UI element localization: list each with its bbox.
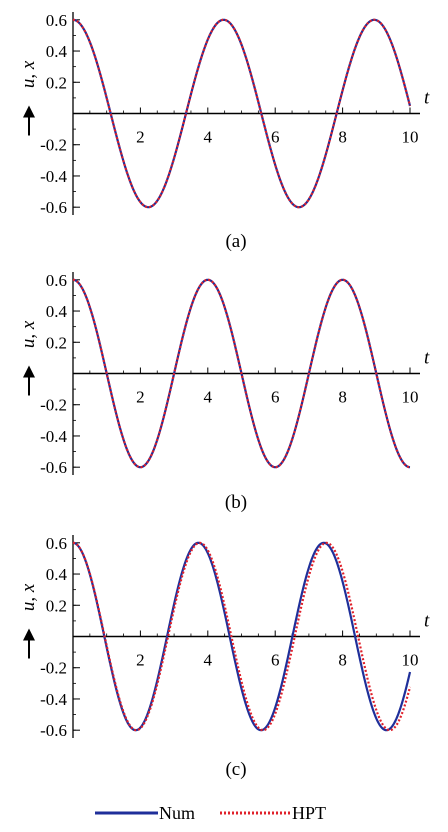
x-tick-label: 6 [271,128,280,147]
y-tick-label: 0.6 [46,11,67,30]
y-tick-label: -0.4 [40,690,67,709]
x-tick-label: 8 [338,388,347,407]
x-tick-label: 2 [136,388,145,407]
x-tick-label: 4 [204,128,213,147]
y-tick-label: 0.6 [46,271,67,290]
x-tick-label: 10 [402,388,419,407]
panel-label: (a) [225,231,246,252]
y-axis-label: u, x [18,583,39,611]
legend: Num HPT [95,803,326,823]
y-axis-arrowhead [23,628,35,641]
x-tick-label: 4 [204,388,213,407]
y-axis-label: u, x [18,320,39,348]
x-tick-label: 6 [271,651,280,670]
series-hpt-line [72,18,412,209]
y-tick-label: 0.2 [46,596,67,615]
y-tick-label: 0.4 [46,302,68,321]
y-tick-label: -0.6 [40,198,67,217]
x-tick-label: 8 [338,651,347,670]
y-tick-label: -0.2 [40,659,67,678]
x-tick-label: 10 [402,128,419,147]
x-tick-label: 8 [338,128,347,147]
x-axis-label: t [424,88,430,109]
x-axis-label: t [424,348,430,369]
y-tick-label: 0.4 [46,565,68,584]
y-tick-label: 0.2 [46,73,67,92]
legend-hpt-label: HPT [292,803,326,823]
chart-panel-3: 0.6 0.4 0.2 -0.2 -0.4 -0.6 2 4 6 8 10 t u, x (c) [18,534,430,780]
y-tick-label: -0.2 [40,396,67,415]
x-tick-label: 2 [136,128,145,147]
panel-label: (c) [225,759,246,780]
y-tick-label: -0.6 [40,458,67,477]
y-tick-label: -0.4 [40,167,67,186]
y-tick-label: -0.4 [40,427,67,446]
chart-panel-1: 0.6 0.4 0.2 -0.2 -0.4 -0.6 2 4 6 8 10 t u, x (a) [18,11,430,252]
x-tick-label: 6 [271,388,280,407]
y-axis-label: u, x [18,60,39,88]
y-tick-label: 0.6 [46,534,67,553]
x-axis-label: t [424,611,430,632]
x-tick-label: 10 [402,651,419,670]
y-tick-label: 0.4 [46,42,68,61]
legend-num-label: Num [159,803,195,823]
x-tick-label: 4 [204,651,213,670]
series-hpt-line [72,278,411,469]
y-axis-arrowhead [23,365,35,378]
y-tick-label: -0.6 [40,721,67,740]
x-tick-label: 2 [136,651,145,670]
y-tick-label: 0.2 [46,333,67,352]
y-tick-label: -0.2 [40,136,67,155]
panel-label: (b) [225,492,247,513]
series-hpt-line [72,541,412,732]
chart-panel-2: 0.6 0.4 0.2 -0.2 -0.4 -0.6 2 4 6 8 10 t u, x (b) [18,271,430,513]
y-axis-arrowhead [23,105,35,118]
